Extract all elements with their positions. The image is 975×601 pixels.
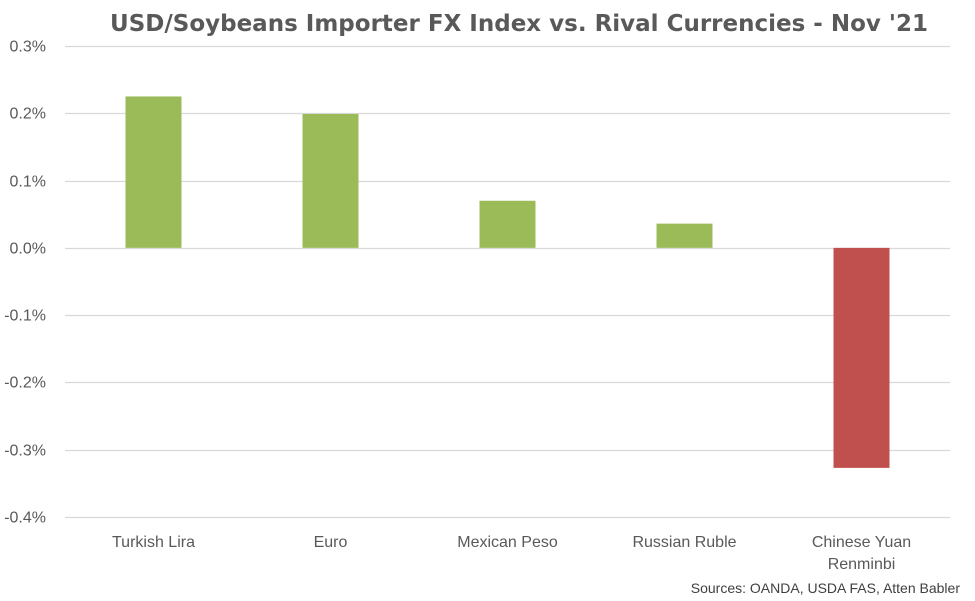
bar [656,223,713,248]
y-axis-tick-labels: 0.3% 0.2% 0.1% 0.0% -0.1% -0.2% -0.3% -0.4% [4,39,46,527]
bar [125,96,182,248]
bars [125,96,890,468]
bar [479,200,536,248]
y-tick-label: 0.3% [10,39,46,56]
y-tick-label: -0.2% [4,375,46,392]
y-tick-label: 0.0% [10,241,46,258]
source-note: Sources: OANDA, USDA FAS, Atten Babler [691,580,961,596]
y-tick-label: -0.4% [4,510,46,527]
x-category-label: Renminbi [828,556,896,573]
y-tick-label: 0.1% [10,174,46,191]
x-category-label: Turkish Lira [112,534,195,551]
bar [833,247,890,468]
x-axis-category-labels: Turkish Lira Euro Mexican Peso Russian Rubl… [112,534,911,573]
x-category-label: Chinese Yuan [812,534,911,551]
chart-title: USD/Soybeans Importer FX Index vs. Rival… [110,11,928,37]
y-tick-label: -0.1% [4,308,46,325]
gridlines [65,45,950,519]
y-tick-label: -0.3% [4,443,46,460]
x-category-label: Russian Ruble [632,534,736,551]
y-tick-label: 0.2% [10,106,46,123]
bar [302,113,359,248]
x-category-label: Mexican Peso [457,534,558,551]
x-category-label: Euro [314,534,348,551]
